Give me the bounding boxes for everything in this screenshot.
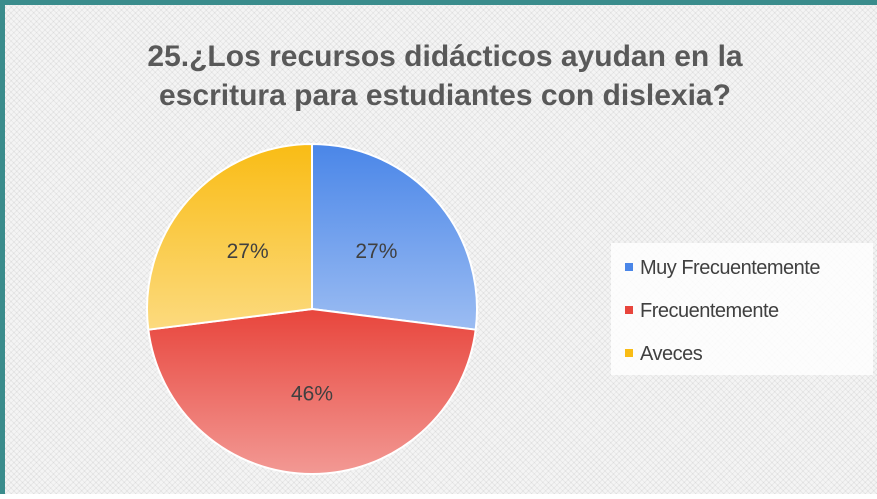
legend-swatch	[625, 262, 633, 271]
chart-title: 25.¿Los recursos didácticos ayudan en la…	[147, 40, 743, 112]
legend-label: Aveces	[640, 343, 703, 365]
data-label: 27%	[355, 240, 397, 263]
pie-area: 27% 46% 27%	[146, 142, 478, 475]
pie-slice	[147, 307, 477, 475]
pie-slice	[146, 142, 313, 331]
legend-item: Muy Frecuentemente	[625, 257, 820, 280]
data-label: 46%	[291, 382, 333, 405]
pie-slice	[311, 142, 478, 331]
legend-swatch	[625, 305, 633, 314]
legend: Muy Frecuentemente Frecuentemente Aveces	[611, 243, 873, 375]
legend-label: Frecuentemente	[640, 300, 779, 322]
legend-item: Frecuentemente	[625, 300, 779, 323]
legend-label: Muy Frecuentemente	[640, 257, 820, 279]
legend-item: Aveces	[625, 343, 703, 366]
legend-swatch	[625, 348, 633, 357]
data-label: 27%	[227, 240, 269, 263]
